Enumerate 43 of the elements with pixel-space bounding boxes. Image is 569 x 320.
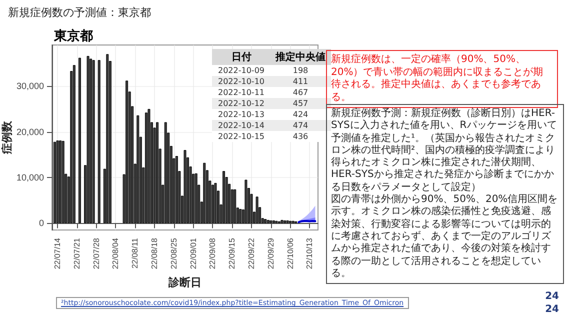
x-tick-label: 22/09/15: [228, 237, 237, 270]
x-tick-label: 22/10/13: [305, 237, 314, 270]
annotation: 2022-10-15: [217, 131, 266, 142]
annotation: 推定中央値: [270, 49, 330, 65]
x-tick-label: 22/07/28: [92, 237, 101, 270]
annotation: 467: [292, 87, 310, 98]
x-axis-title: 診断日: [168, 276, 202, 290]
x-tick-label: 22/09/08: [208, 237, 218, 270]
y-tick-label: 0: [38, 218, 44, 228]
x-tick-label: 22/08/25: [169, 237, 178, 270]
text: 図の青帯は外側から90%、50%、20%信用区間を示す。オミクロン株の感染伝播性と免疫逃避、感染対策、行動変容による影響等については明示的に考慮されておらず、あくまで一定のアルゴリズムから推定された値であり、今後の対策を検討する際の一助として活用されることを想定している。: [331, 194, 559, 280]
chart-title: 新規症例数の予測値：東京都: [8, 5, 151, 20]
annotation: 2022-10-13: [217, 109, 266, 120]
annotation: 457: [270, 98, 330, 109]
text: 24: [545, 304, 559, 315]
x-tick-label: 22/10/06: [286, 237, 295, 270]
text: 24: [545, 291, 559, 302]
x-tick-label: 22/09/29: [266, 237, 276, 270]
annotation: 474: [270, 120, 330, 131]
y-axis-title: 症例数: [0, 120, 14, 155]
annotation: 2022-10-11: [217, 87, 266, 98]
x-tick-label: 22/07/14: [53, 237, 62, 270]
text: 新規症例数予測：新規症例数（診断日別）はHER-SYSに入力された値を用い、Rパッケージを用いて予測値を推定した¹。（英国から報告されたオミクロン株の世代時間²、国内の積極的疫学調査により得られたオミクロン株に推定された潜伏期間、HER-SYSから推定された発症から診断までにかかる日数をパラメータとして設定）: [331, 108, 558, 194]
chart-subtitle: 東京都: [54, 28, 93, 45]
y-tick-label: 10,000: [16, 172, 44, 182]
annotation: 2022-10-10: [212, 76, 270, 87]
y-tick-label: 30,000: [16, 81, 44, 92]
x-tick-label: 22/09/01: [188, 237, 198, 270]
annotation: 411: [270, 76, 330, 87]
annotation: 2022-10-09: [217, 65, 266, 76]
annotation: 424: [292, 109, 310, 120]
x-tick-label: 22/07/21: [72, 237, 82, 270]
annotation: 198: [292, 65, 310, 76]
annotation: 日付: [212, 49, 270, 65]
x-tick-label: 22/08/11: [130, 237, 140, 269]
x-tick-label: 22/09/22: [247, 237, 256, 270]
x-tick-label: 22/08/18: [150, 237, 160, 270]
annotation: 436: [292, 131, 310, 142]
annotation: 2022-10-14: [212, 120, 270, 131]
x-tick-label: 22/08/04: [111, 237, 120, 270]
y-tick-label: 20,000: [16, 126, 44, 137]
text: 新規症例数は、一定の確率（90%、50%、20%）で青い帯の幅の範囲内に収まることが期待される。推定中央値は、あくまでも参考である。: [326, 50, 558, 108]
annotation: 2022-10-12: [212, 98, 270, 109]
